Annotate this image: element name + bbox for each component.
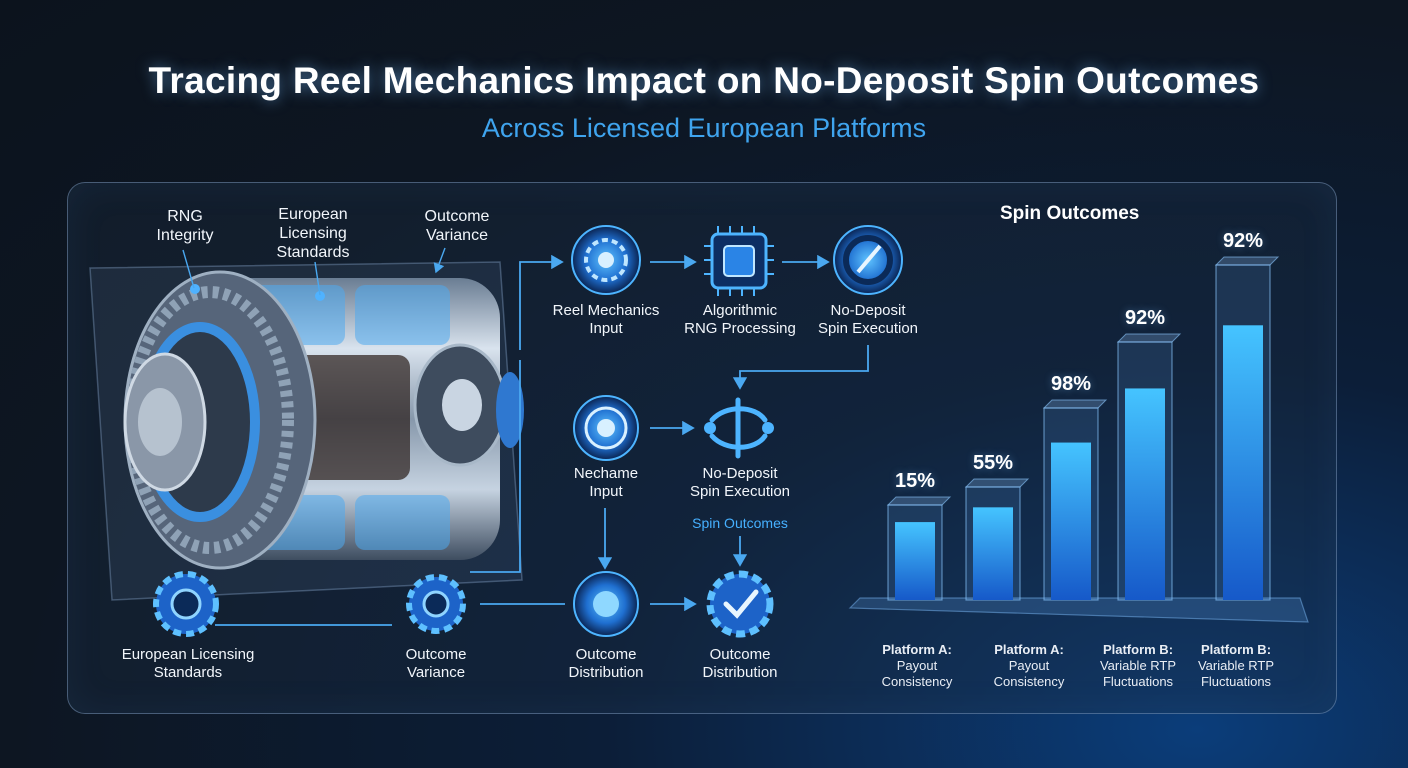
chart-bar-value-label: 92% — [1124, 307, 1166, 329]
chart-title: Spin Outcomes — [1000, 203, 1140, 224]
distribution-label-1: Outcome Distribution — [568, 646, 644, 681]
standards-leader-line — [314, 261, 321, 296]
chart-category-label: Platform A: Payout Consistency — [993, 642, 1065, 689]
chart-bar-cap — [1042, 399, 1108, 409]
chart-category-label: Platform A: Payout Consistency — [881, 642, 953, 689]
chart-bars — [886, 256, 1280, 601]
variance-bottom-label: Outcome Variance — [405, 646, 467, 681]
spin-execution-top-label: No-Deposit Spin Execution — [817, 302, 919, 337]
nechame-input-label: Nechame Input — [573, 465, 639, 500]
chart-category-label: Platform B: Variable RTP Fluctuations — [1197, 642, 1275, 689]
distribution-label-2: Outcome Distribution — [702, 646, 778, 681]
rng-leader-line — [182, 249, 195, 289]
variance-leader-line — [433, 247, 446, 274]
chart-bar-cap — [964, 478, 1030, 488]
chart-bar-value-label: 55% — [972, 452, 1014, 474]
distribution-node-icon — [573, 571, 639, 637]
chart-base-platform — [848, 597, 1309, 623]
chart-bar-cap — [1214, 256, 1280, 266]
spin-execution-mid-label: No-Deposit Spin Execution — [689, 465, 791, 500]
chart-bar — [1125, 388, 1165, 600]
page-subtitle: Across Licensed European Platforms — [481, 113, 927, 143]
reel-machine-illustration — [89, 261, 524, 601]
rng-processor-chip-icon — [704, 226, 774, 296]
chart-bar-cap — [1116, 333, 1182, 343]
distribution-check-gear-icon — [706, 570, 774, 638]
chart-bar-cap — [886, 496, 952, 506]
spin-execution-dial-icon — [833, 225, 903, 295]
chart-bar — [973, 507, 1013, 600]
chart-bar-value-label: 92% — [1222, 230, 1264, 252]
chart-category-label: Platform B: Variable RTP Fluctuations — [1099, 642, 1177, 689]
licensing-gear-icon — [153, 571, 219, 637]
chart-bar-value-label: 98% — [1050, 373, 1092, 395]
chart-bar-value-label: 15% — [894, 470, 936, 492]
european-standards-label: European Licensing Standards — [276, 206, 350, 261]
reel-mechanics-input-label: Reel Mechanics Input — [552, 302, 660, 337]
nechame-input-target-icon — [573, 395, 639, 461]
rng-processing-label: Algorithmic RNG Processing — [684, 302, 796, 337]
flow-connectors — [215, 254, 869, 626]
spin-outcomes-flow-label: Spin Outcomes — [692, 515, 788, 531]
licensing-standards-label: European Licensing Standards — [121, 646, 255, 681]
chart-bar — [1223, 325, 1263, 600]
outcome-variance-label: Outcome Variance — [424, 208, 490, 244]
chart-bar — [895, 522, 935, 600]
reel-mechanics-input-icon — [571, 225, 641, 295]
page-title: Tracing Reel Mechanics Impact on No-Depo… — [148, 60, 1260, 101]
chart-bar — [1051, 442, 1091, 600]
variance-gear-icon — [406, 574, 466, 634]
rng-integrity-label: RNG Integrity — [156, 208, 214, 244]
spin-execution-flow-icon — [704, 397, 774, 459]
